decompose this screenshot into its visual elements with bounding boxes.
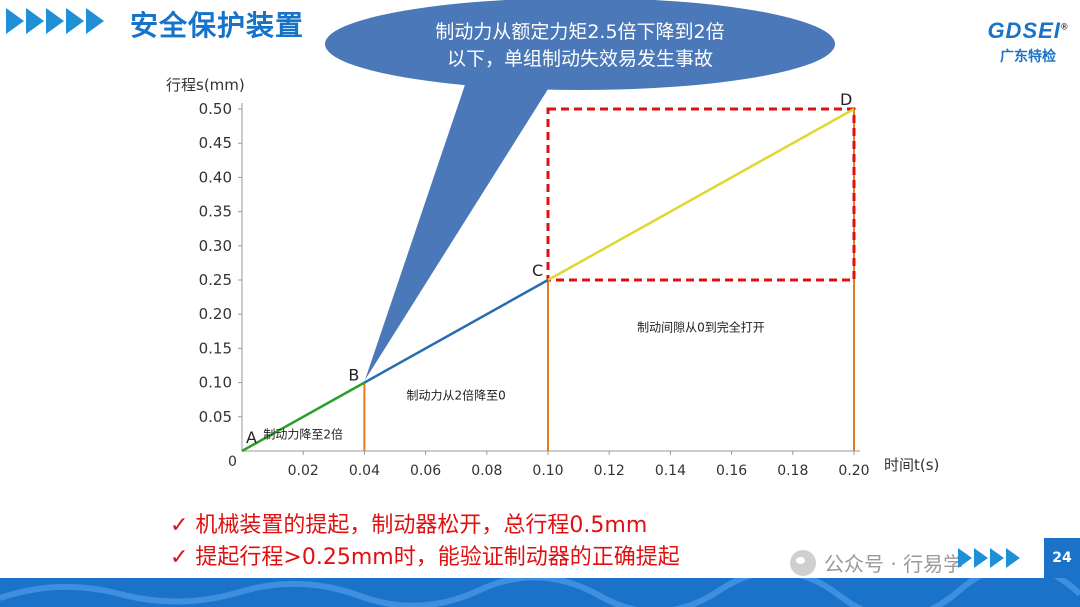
series-line-segment [547, 107, 855, 282]
callout-line-2: 以下，单组制动失效易发生事故 [447, 48, 713, 70]
point-label: B [348, 366, 359, 385]
logo-subtitle: 广东特检 [1000, 49, 1056, 65]
point-label: D [840, 90, 852, 109]
y-tick-label: 0.45 [199, 134, 232, 152]
page-title: 安全保护装置 [130, 9, 305, 42]
callout-line-1: 制动力从额定力矩2.5倍下降到2倍 [435, 21, 724, 43]
series-line-segment [241, 381, 366, 453]
bullet-item: ✓ 机械装置的提起，制动器松开，总行程0.5mm [170, 513, 648, 538]
y-tick-label: 0.35 [199, 203, 232, 221]
origin-label: 0 [228, 454, 237, 470]
chevron-right-icon [958, 548, 972, 568]
y-axis-label: 行程s(mm) [166, 76, 245, 94]
chart-annotation: 制动力从2倍降至0 [407, 388, 506, 403]
chart: 0.05 0.10 0.15 0.20 0.25 0.30 0.35 0.40 0.45 0.50… [166, 0, 939, 479]
bullet-list: ✓ 机械装置的提起，制动器松开，总行程0.5mm ✓ 提起行程>0.25mm时，… [170, 510, 680, 574]
chevron-right-icon [66, 8, 84, 34]
y-tick-label: 0.20 [199, 305, 232, 323]
chevron-right-icon [6, 8, 24, 34]
y-tick-label: 0.25 [199, 271, 232, 289]
chevron-right-icon [86, 8, 104, 34]
bullet-item: ✓ 提起行程>0.25mm时，能验证制动器的正确提起 [170, 545, 680, 570]
logo: GDSEI® 广东特检 [978, 18, 1078, 66]
x-tick-label: 0.18 [777, 463, 808, 479]
point-label: C [532, 261, 543, 280]
footer-wave-decoration [0, 578, 1080, 607]
logo-mark: GDSEI® [987, 18, 1069, 43]
x-tick-label: 0.06 [410, 463, 441, 479]
callout-pointer [365, 70, 555, 380]
x-tick-label: 0.08 [471, 463, 502, 479]
callout-bubble: 制动力从额定力矩2.5倍下降到2倍 以下，单组制动失效易发生事故 [325, 0, 835, 380]
y-tick-label: 0.30 [199, 237, 232, 255]
y-tick-label: 0.40 [199, 168, 232, 186]
chevron-right-icon [46, 8, 64, 34]
footer-chevron-icons [958, 548, 1022, 568]
dashed-region-box [546, 107, 856, 282]
x-tick-label: 0.04 [349, 463, 380, 479]
chevron-right-icon [26, 8, 44, 34]
x-axis-label: 时间t(s) [884, 456, 939, 474]
chart-annotation: 制动间隙从0到完全打开 [637, 319, 765, 334]
watermark-text: 公众号 · 行易学 [824, 552, 964, 576]
x-tick-label: 0.16 [716, 463, 747, 479]
page-number: 24 [1044, 538, 1080, 578]
x-tick-label: 0.10 [532, 463, 563, 479]
y-tick-label: 0.15 [199, 339, 232, 357]
x-tick-label: 0.14 [655, 463, 686, 479]
watermark: 公众号 · 行易学 [790, 548, 963, 577]
x-tick-label: 0.20 [838, 463, 869, 479]
y-tick-label: 0.05 [199, 408, 232, 426]
y-tick-label: 0.10 [199, 374, 232, 392]
point-label: A [246, 428, 257, 447]
series-line-segment [363, 278, 549, 384]
chevron-right-icon [974, 548, 988, 568]
plot-area: 0.05 0.10 0.15 0.20 0.25 0.30 0.35 0.40 0.45 0.50… [199, 90, 870, 479]
wechat-icon [790, 549, 816, 576]
x-tick-label: 0.02 [288, 463, 319, 479]
header-chevron-icons [6, 8, 106, 34]
chart-annotation: 制动力降至2倍 [263, 427, 343, 442]
callout-ellipse [325, 0, 835, 90]
y-tick-label: 0.50 [199, 100, 232, 118]
chevron-right-icon [990, 548, 1004, 568]
x-tick-label: 0.12 [594, 463, 625, 479]
chevron-right-icon [1006, 548, 1020, 568]
